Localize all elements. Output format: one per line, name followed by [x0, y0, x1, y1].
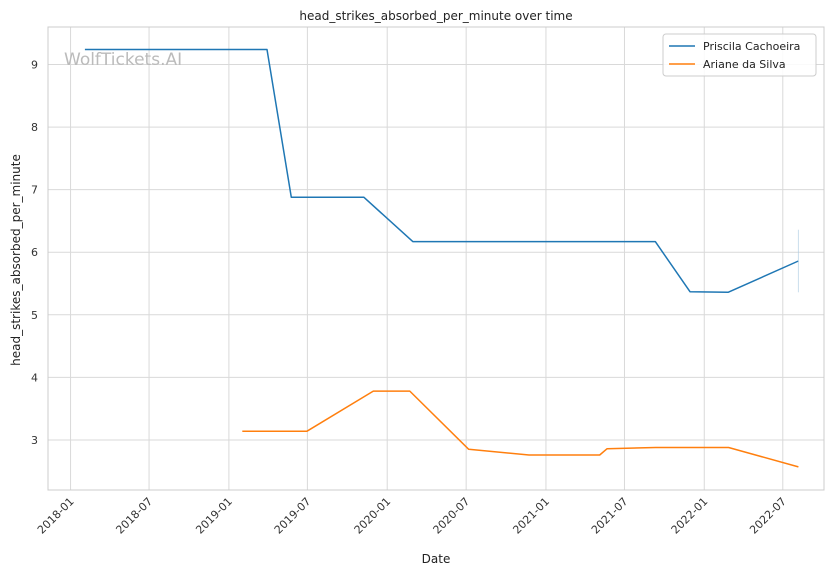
chart-title: head_strikes_absorbed_per_minute over ti…: [299, 9, 572, 23]
legend-label-ariane-da-silva: Ariane da Silva: [703, 58, 786, 71]
legend-label-priscila-cachoeira: Priscila Cachoeira: [703, 40, 800, 53]
legend-box: [662, 33, 817, 77]
legend: Priscila Cachoeira Ariane da Silva: [662, 33, 817, 77]
y-tick-label: 5: [31, 309, 38, 322]
series-line-ariane-da-silva: [242, 390, 799, 468]
y-tick-label: 8: [31, 121, 38, 134]
plot-area-frame: [47, 26, 825, 491]
series-lines: [84, 48, 799, 468]
grid: [48, 27, 824, 490]
y-tick-label: 3: [31, 434, 38, 447]
y-tick-label: 9: [31, 59, 38, 72]
y-tick-label: 4: [31, 371, 38, 384]
y-tick-label: 7: [31, 184, 38, 197]
y-axis-title: head_strikes_absorbed_per_minute: [9, 154, 23, 366]
watermark: WolfTickets.AI: [64, 50, 182, 70]
series-line-priscila-cachoeira: [84, 48, 799, 294]
x-axis-title: Date: [422, 552, 451, 566]
y-tick-label: 6: [31, 246, 38, 259]
y-axis-ticks: 3 4 5 6 7 8 9: [31, 59, 38, 447]
